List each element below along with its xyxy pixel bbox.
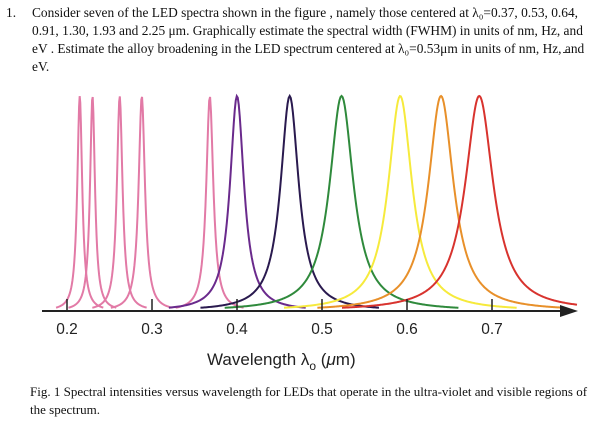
question-number: 1.: [6, 5, 17, 20]
x-tick-label: 0.4: [226, 321, 248, 338]
spectrum-curve: [110, 96, 173, 309]
spectrum-curve: [317, 94, 565, 309]
spectrum-curve: [92, 96, 147, 309]
spectrum-curve: [55, 96, 104, 309]
x-tick-label: 0.2: [56, 321, 78, 338]
x-tick-label: 0.3: [141, 321, 163, 338]
question-text: Consider seven of the LED spectra shown …: [32, 5, 585, 74]
x-tick-label: 0.6: [396, 321, 418, 338]
spectrum-curve: [68, 96, 117, 309]
spectrum-curve: [224, 94, 459, 309]
spectra-curves: [55, 93, 578, 309]
spectrum-curve: [341, 94, 578, 309]
figure-caption: Fig. 1 Spectral intensities versus wavel…: [30, 384, 588, 417]
spectrum-curve: [200, 93, 380, 309]
led-spectra-chart: 0.2 0.3 0.4 0.5 0.6 0.7 Wavelength λo (μm): [42, 93, 578, 373]
x-tick-label: 0.5: [311, 321, 333, 338]
x-axis: [42, 299, 578, 317]
spectrum-curve: [168, 93, 306, 309]
stray-dash: [563, 52, 569, 53]
x-axis-arrow: [560, 305, 578, 317]
x-axis-label: Wavelength λo (μm): [207, 350, 356, 373]
x-tick-label: 0.7: [481, 321, 503, 338]
spectrum-curve: [283, 94, 517, 309]
x-tick-labels: 0.2 0.3 0.4 0.5 0.6 0.7: [56, 321, 503, 338]
